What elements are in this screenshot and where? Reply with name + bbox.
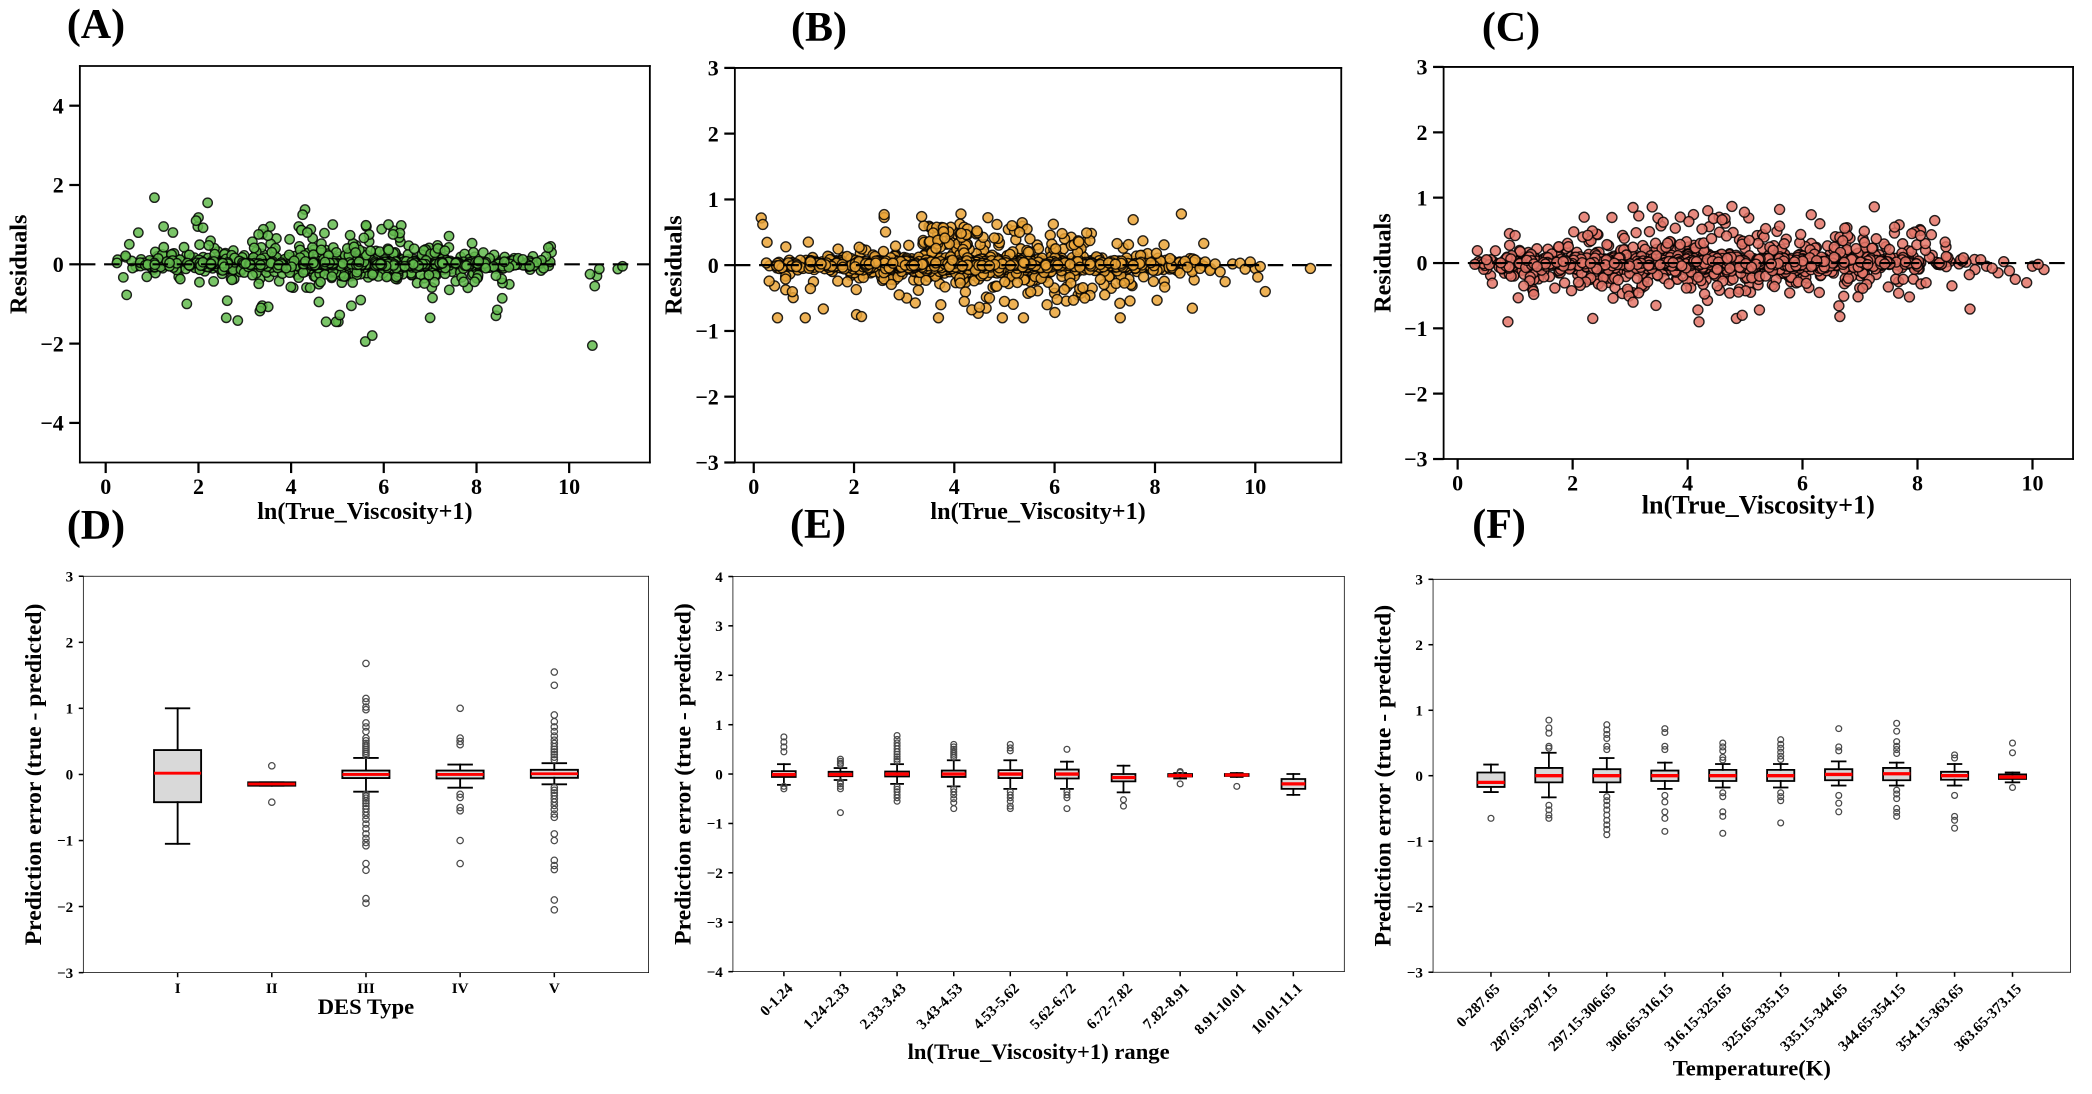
svg-text:ln(True_Viscosity+1) range: ln(True_Viscosity+1) range — [908, 1039, 1170, 1064]
svg-text:10: 10 — [1244, 474, 1266, 499]
svg-text:III: III — [357, 981, 375, 997]
svg-text:6: 6 — [378, 474, 389, 499]
svg-text:3: 3 — [1417, 55, 1428, 80]
svg-text:−2: −2 — [40, 331, 64, 356]
svg-text:DES Type: DES Type — [318, 994, 414, 1019]
svg-text:−4: −4 — [707, 965, 724, 981]
svg-text:−2: −2 — [695, 384, 719, 409]
svg-text:−1: −1 — [707, 817, 723, 833]
svg-text:0: 0 — [1417, 251, 1428, 276]
svg-text:0: 0 — [715, 767, 723, 783]
svg-text:1: 1 — [715, 718, 723, 734]
svg-text:2: 2 — [849, 474, 860, 499]
svg-text:ln(True_Viscosity+1): ln(True_Viscosity+1) — [1642, 490, 1875, 519]
svg-text:Prediction error (true - predi: Prediction error (true - predicted) — [21, 604, 47, 946]
svg-text:1: 1 — [1417, 185, 1428, 210]
svg-text:Prediction error (true - predi: Prediction error (true - predicted) — [670, 603, 696, 945]
svg-text:Residuals: Residuals — [661, 215, 688, 314]
svg-text:0: 0 — [708, 253, 719, 278]
svg-text:Temperature(K): Temperature(K) — [1673, 1056, 1831, 1081]
svg-text:2: 2 — [193, 474, 204, 499]
svg-text:(B): (B) — [791, 5, 847, 51]
svg-text:II: II — [266, 981, 278, 997]
svg-text:−1: −1 — [1407, 835, 1423, 851]
svg-text:10: 10 — [558, 474, 580, 499]
svg-text:0: 0 — [1415, 769, 1423, 785]
svg-text:−2: −2 — [707, 866, 723, 882]
svg-text:3: 3 — [1415, 573, 1423, 589]
svg-text:(C): (C) — [1482, 5, 1540, 51]
svg-text:2: 2 — [1567, 470, 1578, 495]
svg-text:Prediction error (true - predi: Prediction error (true - predicted) — [1371, 605, 1397, 947]
svg-text:3: 3 — [66, 570, 74, 586]
svg-text:IV: IV — [452, 981, 469, 997]
svg-text:−2: −2 — [1404, 381, 1428, 406]
svg-text:Residuals: Residuals — [1369, 213, 1396, 312]
svg-text:0: 0 — [100, 474, 111, 499]
svg-text:ln(True_Viscosity+1): ln(True_Viscosity+1) — [257, 498, 472, 525]
svg-text:−1: −1 — [57, 834, 73, 850]
svg-text:ln(True_Viscosity+1): ln(True_Viscosity+1) — [930, 498, 1145, 525]
svg-text:−1: −1 — [1404, 316, 1428, 341]
svg-text:−2: −2 — [1407, 900, 1423, 916]
svg-text:V: V — [549, 981, 560, 997]
svg-text:2: 2 — [1415, 638, 1423, 654]
svg-text:8: 8 — [1912, 470, 1923, 495]
svg-text:(A): (A) — [67, 2, 125, 48]
svg-text:−1: −1 — [695, 319, 719, 344]
svg-text:4: 4 — [715, 570, 723, 586]
svg-text:−3: −3 — [57, 966, 74, 982]
svg-text:6: 6 — [1049, 474, 1060, 499]
svg-text:−4: −4 — [40, 410, 64, 435]
svg-text:4: 4 — [949, 474, 960, 499]
svg-text:3: 3 — [708, 56, 719, 81]
svg-text:1: 1 — [66, 702, 74, 718]
svg-text:1: 1 — [708, 187, 719, 212]
svg-text:−3: −3 — [707, 916, 724, 932]
svg-text:(F): (F) — [1472, 502, 1526, 548]
svg-text:2: 2 — [66, 636, 74, 652]
svg-text:2: 2 — [1417, 120, 1428, 145]
svg-text:3: 3 — [715, 619, 723, 635]
svg-text:2: 2 — [53, 173, 64, 198]
svg-text:6: 6 — [1797, 470, 1808, 495]
svg-text:10: 10 — [2022, 470, 2044, 495]
svg-text:−2: −2 — [57, 900, 73, 916]
svg-text:1: 1 — [1415, 704, 1423, 720]
svg-text:8: 8 — [1150, 474, 1161, 499]
svg-text:0: 0 — [748, 474, 759, 499]
svg-text:0: 0 — [66, 768, 74, 784]
svg-text:I: I — [175, 981, 181, 997]
svg-text:2: 2 — [715, 669, 723, 685]
svg-text:4: 4 — [1682, 470, 1693, 495]
svg-text:0: 0 — [53, 252, 64, 277]
svg-text:2: 2 — [708, 121, 719, 146]
svg-text:4: 4 — [286, 474, 297, 499]
svg-text:Residuals: Residuals — [6, 215, 33, 314]
svg-text:−3: −3 — [1407, 966, 1424, 982]
svg-text:(D): (D) — [67, 503, 125, 549]
svg-text:−3: −3 — [1404, 447, 1428, 472]
svg-text:0: 0 — [1452, 470, 1463, 495]
svg-text:4: 4 — [53, 93, 64, 118]
svg-text:(E): (E) — [790, 502, 846, 548]
svg-text:8: 8 — [471, 474, 482, 499]
svg-text:−3: −3 — [695, 450, 719, 475]
